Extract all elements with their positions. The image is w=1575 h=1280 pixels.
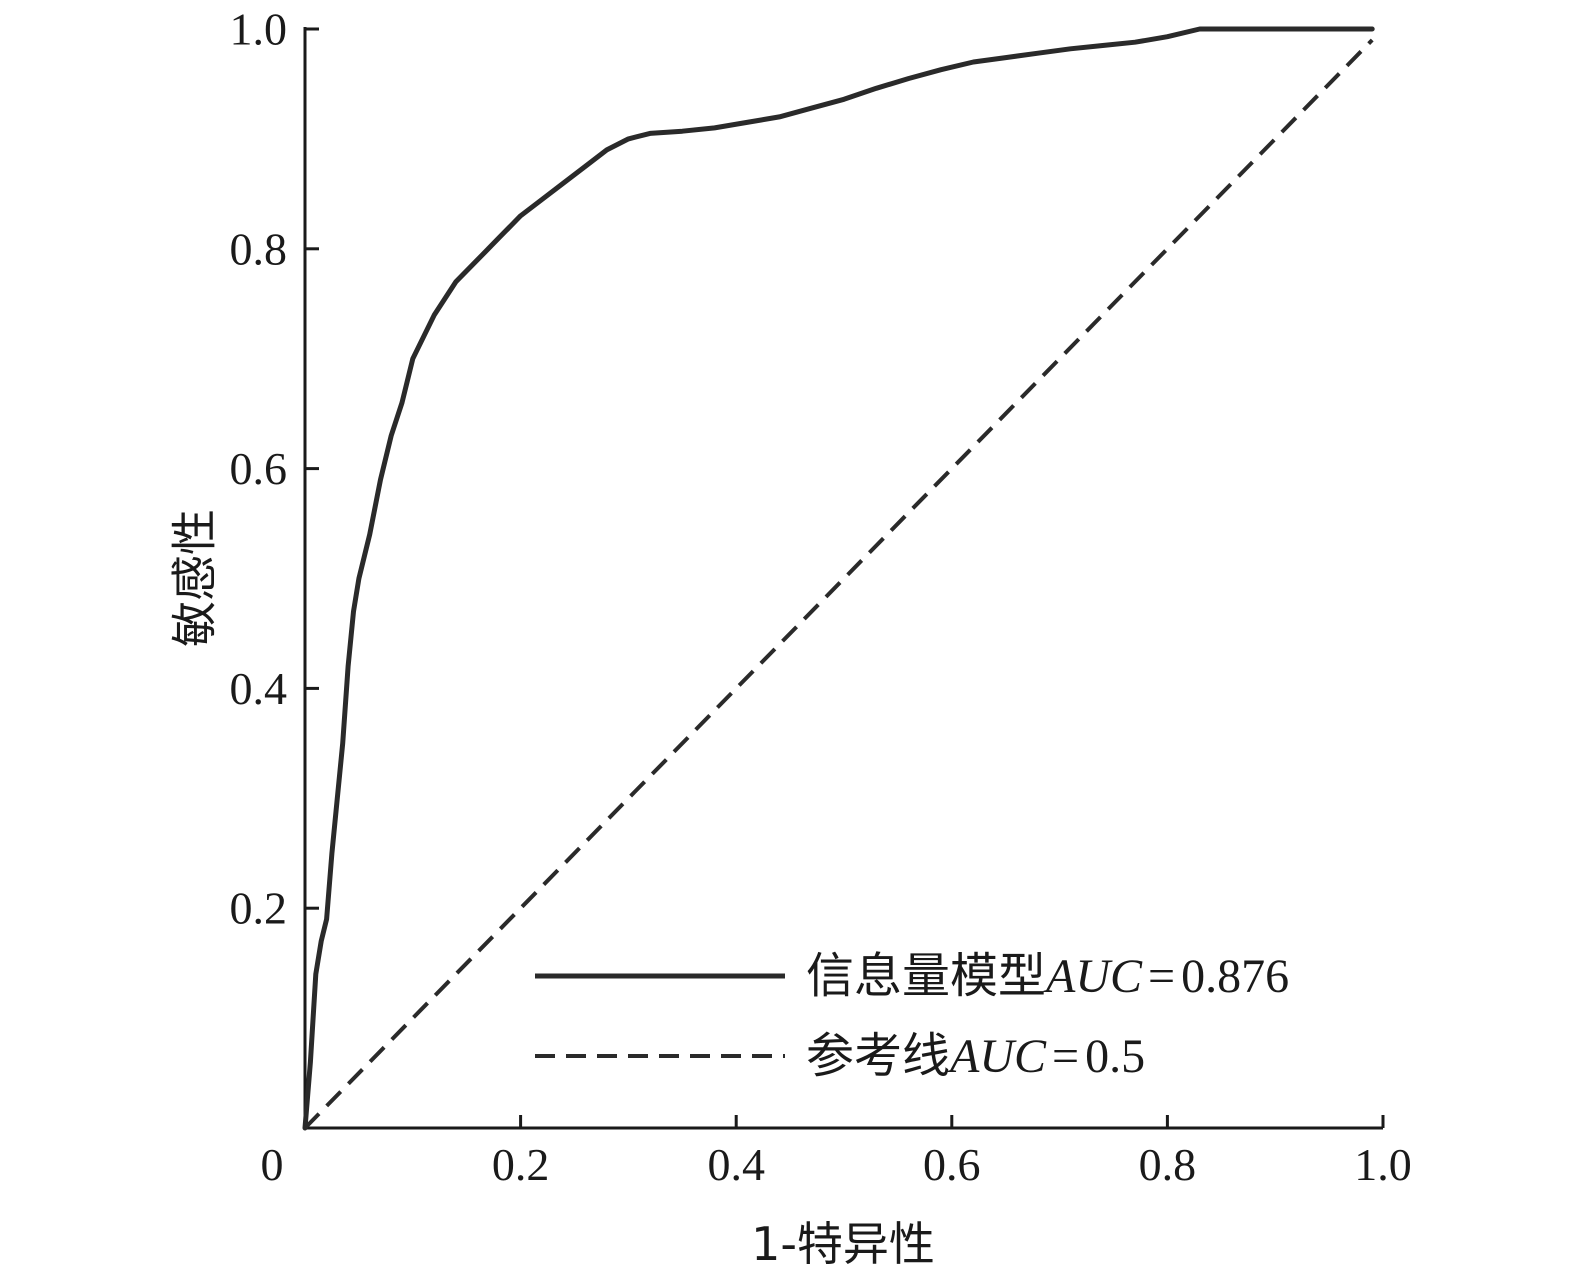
y-tick-label: 0.2 <box>230 883 288 934</box>
reference-line-series <box>303 38 1374 1130</box>
legend-label: 参考线AUC = 0.5 <box>806 1028 1145 1084</box>
roc-curve-series <box>302 26 1375 1131</box>
legend-item: 参考线AUC = 0.5 <box>535 1028 1145 1084</box>
y-axis-title: 敏感性 <box>168 509 222 647</box>
x-tick-label: 0.2 <box>492 1139 550 1190</box>
legend-label-prefix: 参考线 <box>806 1028 950 1084</box>
legend-label-metric: AUC <box>947 1030 1047 1083</box>
x-tick-label: 1.0 <box>1354 1139 1412 1190</box>
tick-labels: 0 0.2 0.4 0.6 0.8 1.0 0.2 0.4 0.6 0.8 1.0 <box>230 4 1412 1191</box>
x-axis-title: 1-特异性 <box>751 1217 935 1271</box>
x-tick-label: 0 <box>261 1139 284 1190</box>
y-tick-label: 1.0 <box>230 4 288 55</box>
y-tick-label: 0.4 <box>230 663 288 714</box>
y-tick-label: 0.6 <box>230 443 288 494</box>
legend-label-equals: = <box>1052 1030 1079 1083</box>
legend-item: 信息量模型AUC = 0.876 <box>535 948 1289 1004</box>
legend-label: 信息量模型AUC = 0.876 <box>806 948 1289 1004</box>
legend-label-equals: = <box>1148 950 1175 1003</box>
legend: 信息量模型AUC = 0.876 参考线AUC = 0.5 <box>535 948 1289 1084</box>
legend-label-value: 0.876 <box>1181 950 1289 1003</box>
legend-label-value: 0.5 <box>1085 1030 1145 1083</box>
x-tick-label: 0.4 <box>707 1139 765 1190</box>
axes <box>303 27 1383 1130</box>
y-tick-label: 0.8 <box>230 223 288 274</box>
series-group <box>302 26 1375 1131</box>
legend-label-prefix: 信息量模型 <box>806 948 1046 1004</box>
legend-label-metric: AUC <box>1043 950 1143 1003</box>
x-tick-label: 0.6 <box>923 1139 981 1190</box>
x-tick-label: 0.8 <box>1139 1139 1197 1190</box>
